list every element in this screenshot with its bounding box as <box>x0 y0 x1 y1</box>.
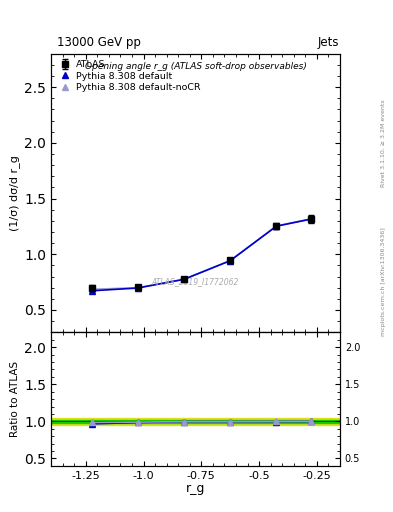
Pythia 8.308 default <box>182 276 186 283</box>
Pythia 8.308 default <box>89 288 94 294</box>
Text: Opening angle r_g (ATLAS soft-drop observables): Opening angle r_g (ATLAS soft-drop obser… <box>84 62 307 71</box>
Pythia 8.308 default <box>228 258 233 264</box>
Line: Pythia 8.308 default: Pythia 8.308 default <box>88 216 314 294</box>
Pythia 8.308 default-noCR <box>182 276 186 283</box>
Pythia 8.308 default-noCR <box>89 286 94 292</box>
Legend: ATLAS, Pythia 8.308 default, Pythia 8.308 default-noCR: ATLAS, Pythia 8.308 default, Pythia 8.30… <box>56 58 202 94</box>
Line: Pythia 8.308 default-noCR: Pythia 8.308 default-noCR <box>88 216 314 293</box>
Pythia 8.308 default <box>309 216 313 222</box>
Text: Jets: Jets <box>317 36 339 49</box>
Pythia 8.308 default <box>274 223 279 229</box>
Y-axis label: (1/σ) dσ/d r_g: (1/σ) dσ/d r_g <box>9 155 20 231</box>
Pythia 8.308 default-noCR <box>135 285 140 291</box>
Pythia 8.308 default-noCR <box>309 216 313 222</box>
Text: ATLAS_2019_I1772062: ATLAS_2019_I1772062 <box>152 278 239 287</box>
X-axis label: r_g: r_g <box>186 482 205 495</box>
Pythia 8.308 default <box>135 285 140 291</box>
Text: mcplots.cern.ch [arXiv:1306.3436]: mcplots.cern.ch [arXiv:1306.3436] <box>381 227 386 336</box>
Y-axis label: Ratio to ATLAS: Ratio to ATLAS <box>10 361 20 437</box>
Pythia 8.308 default-noCR <box>228 258 233 264</box>
Text: 13000 GeV pp: 13000 GeV pp <box>57 36 141 49</box>
Pythia 8.308 default-noCR <box>274 223 279 229</box>
Text: Rivet 3.1.10, ≥ 3.2M events: Rivet 3.1.10, ≥ 3.2M events <box>381 99 386 187</box>
